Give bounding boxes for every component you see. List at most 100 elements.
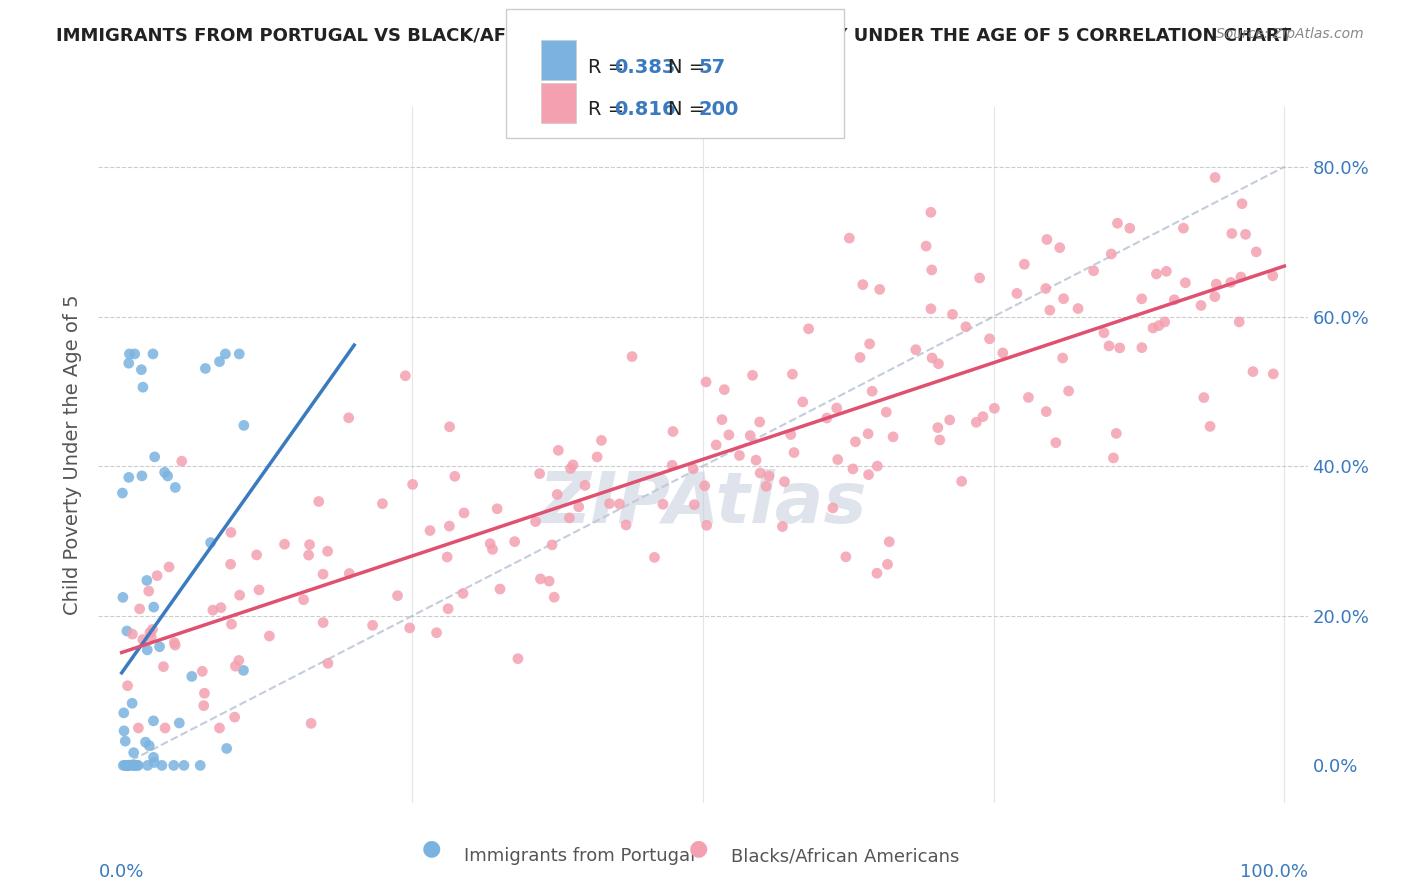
Point: [749, 466, 772, 480]
Point: [165, 480, 187, 494]
Point: [1192, 391, 1215, 405]
Point: [779, 427, 801, 442]
Point: [844, 434, 866, 449]
Point: [114, 734, 136, 748]
Point: [1142, 321, 1164, 335]
Point: [609, 497, 631, 511]
Point: [1130, 292, 1153, 306]
Point: [529, 572, 551, 586]
Point: [1119, 221, 1142, 235]
Point: [562, 458, 585, 472]
Point: [782, 368, 804, 382]
Point: [316, 544, 339, 558]
Point: [858, 467, 880, 482]
Point: [437, 601, 460, 615]
Point: [838, 231, 860, 245]
Point: [337, 410, 360, 425]
Point: [1049, 241, 1071, 255]
Point: [118, 356, 141, 370]
Point: [682, 462, 704, 476]
Point: [1105, 426, 1128, 441]
Point: [121, 627, 143, 641]
Point: [1014, 257, 1036, 271]
Point: [1234, 227, 1257, 242]
Point: [132, 632, 155, 647]
Point: [451, 586, 474, 600]
Point: [1067, 301, 1090, 316]
Point: [361, 618, 384, 632]
Point: [142, 600, 165, 615]
Point: [560, 461, 582, 475]
Point: [200, 535, 222, 549]
Text: 57: 57: [699, 58, 725, 77]
Point: [136, 758, 159, 772]
Point: [920, 301, 942, 316]
Point: [979, 332, 1001, 346]
Text: N =: N =: [668, 58, 711, 77]
Point: [927, 420, 949, 434]
Point: [143, 450, 166, 464]
Point: [503, 534, 526, 549]
Point: [1057, 384, 1080, 398]
Point: [856, 426, 879, 441]
Point: [135, 574, 157, 588]
Point: [969, 271, 991, 285]
Point: [316, 657, 339, 671]
Point: [180, 669, 202, 683]
Point: [112, 723, 135, 738]
Point: [138, 739, 160, 753]
Point: [745, 453, 768, 467]
Point: [920, 205, 942, 219]
Point: [312, 615, 335, 630]
Point: [741, 368, 763, 383]
Point: [208, 721, 231, 735]
Point: [153, 465, 176, 479]
Point: [1263, 367, 1285, 381]
Point: [915, 239, 938, 253]
Point: [150, 758, 173, 772]
Point: [215, 741, 238, 756]
Point: [247, 582, 270, 597]
Point: [876, 558, 898, 572]
Point: [1189, 298, 1212, 312]
Point: [121, 696, 143, 710]
Point: [849, 351, 872, 365]
Point: [486, 501, 509, 516]
Point: [1098, 339, 1121, 353]
Point: [228, 653, 250, 667]
Point: [827, 452, 849, 467]
Point: [191, 665, 214, 679]
Point: [232, 664, 254, 678]
Point: [143, 756, 166, 770]
Point: [193, 686, 215, 700]
Point: [586, 450, 609, 464]
Point: [194, 361, 217, 376]
Point: [132, 380, 155, 394]
Point: [228, 347, 250, 361]
Point: [138, 584, 160, 599]
Point: [852, 277, 875, 292]
Point: [1219, 276, 1241, 290]
Point: [541, 538, 564, 552]
Point: [131, 362, 153, 376]
Point: [1173, 221, 1195, 235]
Point: [152, 659, 174, 673]
Point: [821, 500, 844, 515]
Point: [156, 469, 179, 483]
Point: [117, 758, 139, 772]
Point: [928, 433, 950, 447]
Point: [1035, 404, 1057, 418]
Text: Immigrants from Portugal: Immigrants from Portugal: [464, 847, 695, 865]
Text: N =: N =: [668, 100, 711, 119]
Point: [111, 486, 134, 500]
Point: [869, 282, 891, 296]
Point: [115, 758, 138, 772]
Point: [696, 518, 718, 533]
Point: [219, 525, 242, 540]
Point: [955, 319, 977, 334]
Point: [221, 617, 243, 632]
Point: [259, 629, 281, 643]
Point: [479, 536, 502, 550]
Point: [546, 487, 568, 501]
Point: [921, 263, 943, 277]
